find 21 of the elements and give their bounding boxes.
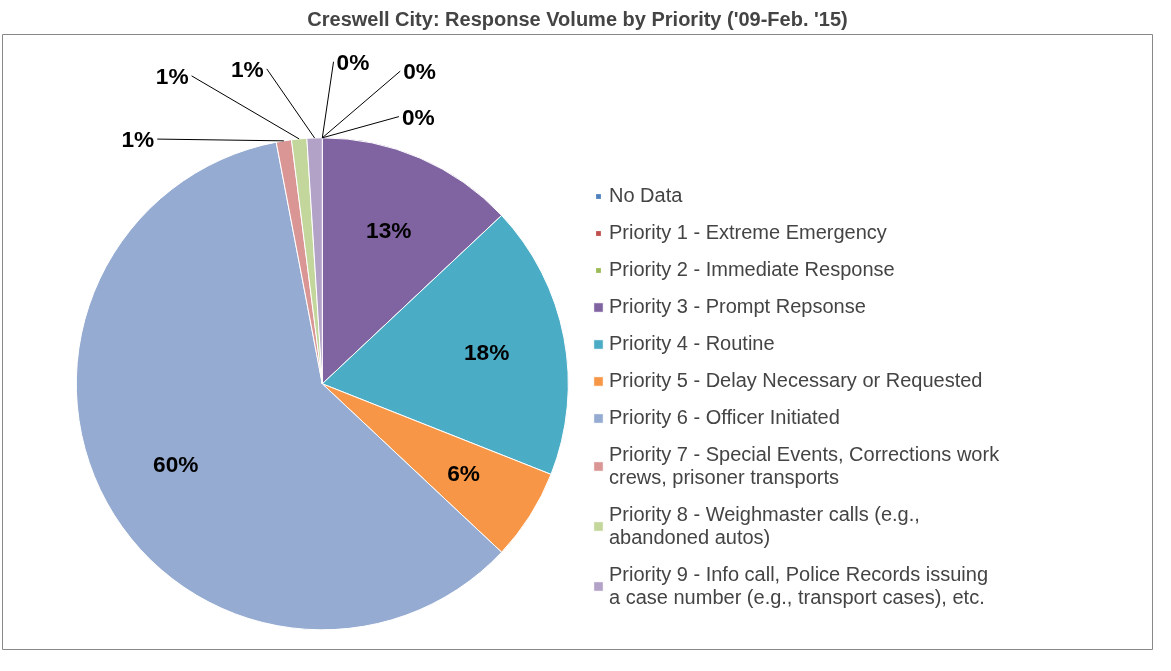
legend-label: Priority 3 - Prompt Repsonse — [609, 295, 866, 318]
text: 0% — [336, 48, 370, 75]
legend-label: Priority 6 - Officer Initiated — [609, 406, 840, 429]
legend-label: Priority 2 - Immediate Response — [609, 258, 895, 281]
data-label: 1% — [231, 55, 264, 82]
data-label: 6% — [447, 460, 480, 487]
text: 0% — [403, 58, 437, 85]
data-label: 1% — [155, 62, 189, 89]
legend-label: Priority 7 - Special Events, Corrections work crews, prisoner transports — [609, 443, 1000, 489]
legend-label: No Data — [609, 184, 683, 207]
legend-label: Priority 1 - Extreme Emergency — [609, 221, 887, 244]
legend-label: Priority 4 - Routine — [609, 332, 775, 355]
text: 0% — [401, 103, 435, 130]
data-label: 1% — [121, 126, 155, 153]
data-label: 18% — [463, 339, 510, 366]
legend-label: Priority 9 - Info call, Police Records issuing a case number (e.g., transport cases), etc. — [609, 563, 989, 609]
data-label: 60% — [153, 451, 199, 478]
data-label: 13% — [366, 217, 412, 244]
chart-title: Creswell City: Response Volume by Priority ('09-Feb. '15) — [307, 7, 848, 30]
legend-label: Priority 5 - Delay Necessary or Requested — [609, 369, 983, 392]
legend-label: Priority 8 - Weighmaster calls (e.g., abandoned autos) — [609, 503, 920, 549]
